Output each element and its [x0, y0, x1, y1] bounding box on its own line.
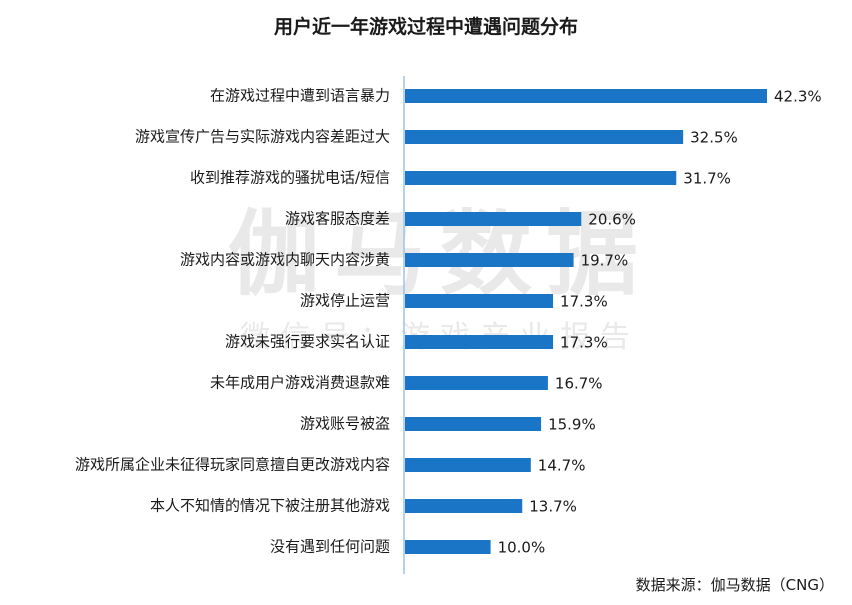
- data-label: 31.7%: [683, 170, 731, 188]
- data-label: 14.7%: [538, 457, 586, 475]
- bar: [405, 499, 523, 513]
- bar: [405, 335, 554, 349]
- data-label: 42.3%: [774, 88, 822, 106]
- category-label: 游戏内容或游戏内聊天内容涉黄: [180, 251, 390, 269]
- category-label: 游戏停止运营: [300, 292, 390, 310]
- category-label: 在游戏过程中遭到语言暴力: [210, 87, 390, 105]
- category-label: 游戏宣传广告与实际游戏内容差距过大: [135, 128, 390, 146]
- category-label: 游戏所属企业未征得玩家同意擅自更改游戏内容: [75, 456, 390, 474]
- bar: [405, 294, 554, 308]
- data-label: 17.3%: [560, 334, 608, 352]
- bar: [405, 540, 491, 554]
- data-label: 32.5%: [690, 129, 738, 147]
- category-label: 没有遇到任何问题: [270, 538, 390, 556]
- category-label: 游戏客服态度差: [285, 210, 390, 228]
- bar: [405, 417, 542, 431]
- bar: [405, 212, 582, 226]
- data-label: 10.0%: [498, 539, 546, 557]
- category-label: 本人不知情的情况下被注册其他游戏: [150, 497, 390, 515]
- data-label: 20.6%: [588, 211, 636, 229]
- bar: [405, 130, 684, 144]
- bar: [405, 171, 677, 185]
- data-label: 16.7%: [555, 375, 603, 393]
- data-label: 19.7%: [581, 252, 629, 270]
- category-label: 收到推荐游戏的骚扰电话/短信: [190, 169, 390, 187]
- bar: [405, 376, 548, 390]
- bar: [405, 253, 574, 267]
- category-label: 游戏未强行要求实名认证: [225, 333, 390, 351]
- data-label: 17.3%: [560, 293, 608, 311]
- category-label: 游戏账号被盗: [300, 415, 390, 433]
- bar: [405, 89, 767, 103]
- data-label: 13.7%: [529, 498, 577, 516]
- data-label: 15.9%: [548, 416, 596, 434]
- source-note: 数据来源：伽马数据（CNG）: [635, 576, 834, 594]
- bar: [405, 458, 531, 472]
- category-label: 未年成用户游戏消费退款难: [210, 374, 390, 392]
- chart-title: 用户近一年游戏过程中遭遇问题分布: [273, 16, 578, 38]
